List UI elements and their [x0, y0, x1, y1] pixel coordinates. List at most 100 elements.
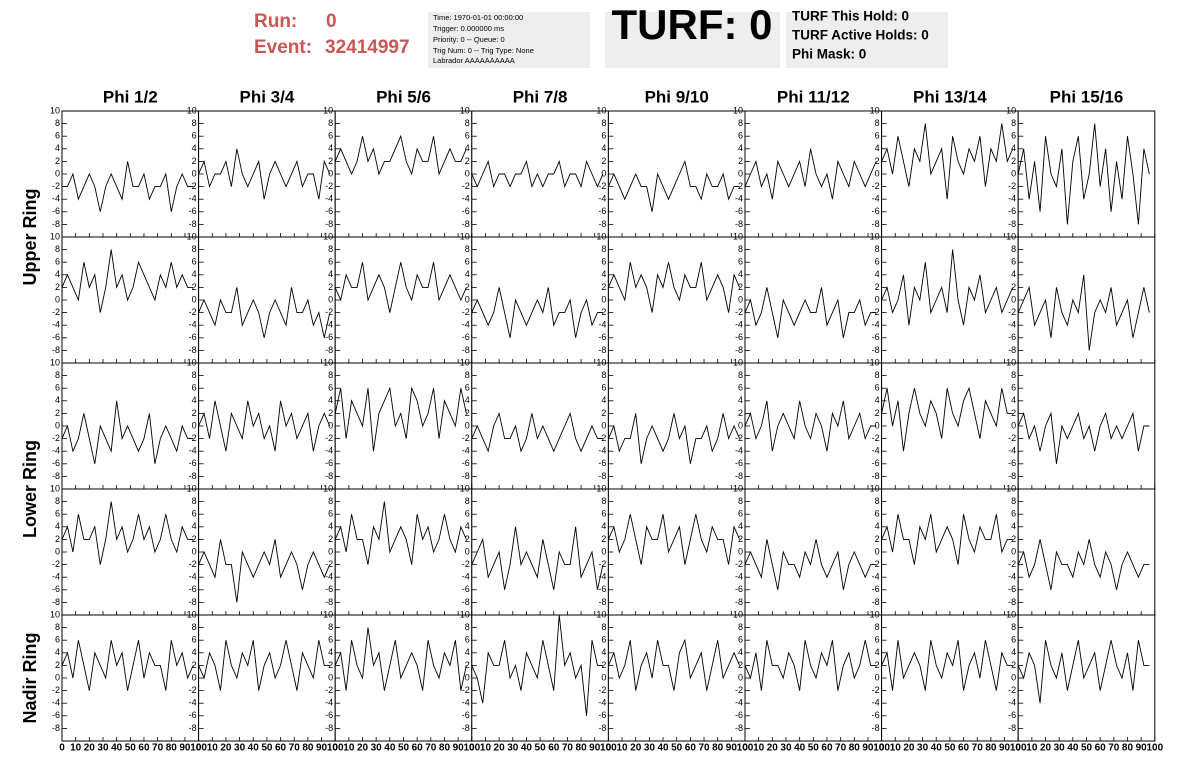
panel: -8 -6 -4 -2 0 2 4 6 8 10	[1006, 357, 1156, 490]
y-tick-label: -2	[52, 307, 60, 317]
x-tick-label: 80	[576, 743, 588, 754]
x-tick-label: 70	[562, 743, 574, 754]
waveform	[198, 148, 331, 200]
x-tick-label: 10	[616, 743, 628, 754]
x-tick-label: 100	[737, 743, 754, 754]
y-tick-label: -6	[325, 332, 333, 342]
y-tick-label: 2	[328, 408, 333, 418]
x-tick-label: 50	[398, 743, 410, 754]
y-tick-label: 10	[596, 357, 606, 367]
y-tick-label: 8	[738, 244, 743, 254]
y-tick-label: -8	[598, 219, 606, 229]
y-tick-label: 0	[601, 672, 606, 682]
y-tick-label: 4	[875, 143, 880, 153]
y-tick-label: -8	[1008, 471, 1016, 481]
waveform	[61, 501, 194, 565]
x-tick-label: 90	[726, 743, 738, 754]
panel-frame	[198, 488, 336, 616]
waveform	[744, 539, 877, 590]
y-tick-label: 0	[738, 420, 743, 430]
panel: -8 -6 -4 -2 0 2 4 6 8 10	[733, 231, 883, 364]
panel: -8 -6 -4 -2 0 2 4 6 8 10	[187, 483, 336, 616]
x-tick-label: 10	[890, 743, 902, 754]
y-tick-label: -8	[462, 219, 470, 229]
y-tick-label: -6	[325, 710, 333, 720]
y-tick-label: 8	[465, 622, 470, 632]
y-tick-label: 4	[738, 269, 743, 279]
panel-frame	[471, 110, 609, 238]
panel-frame	[744, 110, 883, 238]
y-tick-label: 2	[192, 282, 197, 292]
x-tick-label: 70	[152, 743, 164, 754]
y-tick-label: 6	[601, 131, 606, 141]
x-tick-label: 0	[879, 743, 885, 754]
y-tick-label: -6	[462, 206, 470, 216]
y-tick-label: 10	[870, 609, 880, 619]
y-tick-label: -2	[462, 181, 470, 191]
panel-frame	[61, 362, 200, 490]
panel: -8 -6 -4 -2 0 2 4 6 8 10	[733, 105, 883, 238]
y-tick-label: -4	[52, 194, 60, 204]
y-tick-label: 6	[738, 509, 743, 519]
y-tick-label: 8	[601, 370, 606, 380]
y-tick-label: 6	[55, 635, 60, 645]
waveform	[607, 159, 740, 212]
panel-frame	[334, 614, 473, 742]
y-tick-label: -8	[598, 345, 606, 355]
waveform	[198, 640, 330, 691]
y-tick-label: 4	[328, 395, 333, 405]
y-tick-label: 10	[187, 357, 197, 367]
y-tick-label: 6	[601, 383, 606, 393]
waveform	[471, 614, 603, 716]
x-tick-label: 40	[931, 743, 943, 754]
y-tick-label: -6	[52, 332, 60, 342]
waveform	[1017, 123, 1150, 225]
panel-frame	[881, 362, 1019, 490]
y-tick-label: 2	[1011, 156, 1016, 166]
x-tick-label: 30	[507, 743, 519, 754]
x-tick-label: 90	[316, 743, 328, 754]
panel: -8 -6 -4 -2 0 2 4 6 8 10	[870, 105, 1019, 238]
y-tick-label: 0	[192, 420, 197, 430]
panel-frame	[471, 362, 609, 490]
x-tick-label: 10	[1026, 743, 1038, 754]
y-tick-label: 0	[328, 294, 333, 304]
x-tick-label: 60	[685, 743, 697, 754]
x-tick-label: 90	[862, 743, 874, 754]
waveform	[881, 249, 1014, 326]
y-tick-label: 8	[1011, 118, 1016, 128]
y-tick-label: -8	[189, 471, 197, 481]
x-tick-label: 90	[1136, 743, 1148, 754]
y-tick-label: 6	[601, 257, 606, 267]
panel-frame	[881, 614, 1019, 742]
y-tick-label: 6	[55, 131, 60, 141]
y-tick-label: 4	[465, 647, 470, 657]
y-tick-label: -6	[735, 584, 743, 594]
y-tick-label: 0	[465, 420, 470, 430]
y-tick-label: 8	[192, 496, 197, 506]
y-tick-label: -4	[735, 698, 743, 708]
x-tick-label: 10	[207, 743, 219, 754]
y-tick-label: -8	[462, 597, 470, 607]
y-tick-label: -4	[52, 446, 60, 456]
y-tick-label: -8	[735, 723, 743, 733]
y-tick-label: 10	[323, 609, 333, 619]
y-tick-label: -6	[1008, 206, 1016, 216]
y-tick-label: 10	[50, 357, 60, 367]
y-tick-label: 2	[601, 534, 606, 544]
x-tick-label: 50	[125, 743, 137, 754]
y-tick-label: 8	[875, 370, 880, 380]
y-tick-label: -6	[189, 206, 197, 216]
y-tick-label: 2	[465, 408, 470, 418]
y-tick-label: 0	[1011, 168, 1016, 178]
waveform	[61, 249, 194, 313]
y-tick-label: -6	[189, 710, 197, 720]
y-tick-label: -2	[189, 433, 197, 443]
y-tick-label: 4	[328, 143, 333, 153]
x-tick-label: 20	[1040, 743, 1052, 754]
y-tick-label: 4	[55, 521, 60, 531]
panel: -8 -6 -4 -2 0 2 4 6 8 10	[870, 483, 1019, 616]
waveform	[744, 287, 877, 338]
